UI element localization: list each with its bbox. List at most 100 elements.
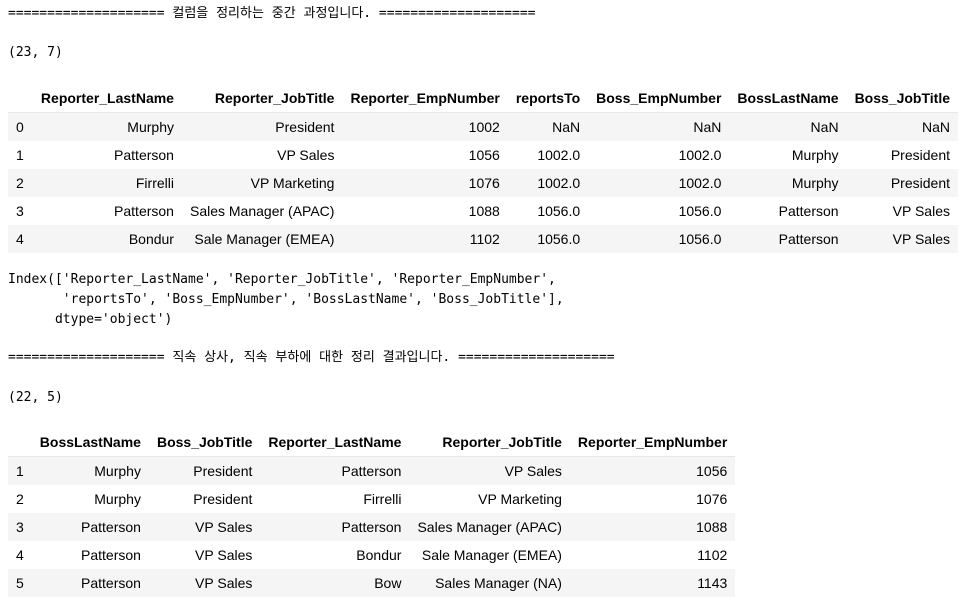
table-row: 4 Bondur Sale Manager (EMEA) 1102 1056.0… — [8, 225, 958, 253]
table-cell: Firrelli — [363, 491, 402, 507]
column-header: Reporter_EmpNumber — [569, 428, 736, 457]
table-cell: VP Sales — [892, 231, 950, 247]
table-cell: 1088 — [696, 519, 728, 535]
table-cell: 1056.0 — [537, 231, 581, 247]
table-cell: President — [193, 463, 253, 479]
table-row: 2 Firrelli VP Marketing 1076 1002.0 1002… — [8, 169, 958, 197]
table-cell: 1102 — [697, 547, 728, 563]
table-cell: NaN — [921, 119, 950, 135]
table-cell: 1002.0 — [537, 147, 581, 163]
table-cell: Bow — [374, 575, 402, 591]
index-repr-output: Index(['Reporter_LastName', 'Reporter_Jo… — [8, 272, 564, 327]
table-row: 1 Patterson VP Sales 1056 1002.0 1002.0 … — [8, 141, 958, 169]
table-cell: VP Marketing — [478, 491, 562, 507]
column-header: Reporter_JobTitle — [181, 84, 343, 113]
table-cell: Murphy — [94, 463, 141, 479]
row-index: 4 — [16, 231, 24, 247]
table-cell: 1002.0 — [678, 147, 722, 163]
table-cell: President — [275, 119, 335, 135]
column-header — [8, 428, 32, 457]
table-cell: President — [890, 147, 950, 163]
table-cell: VP Sales — [195, 519, 253, 535]
table-cell: Firrelli — [135, 175, 174, 191]
table-cell: Bondur — [356, 547, 402, 563]
table-cell: Patterson — [341, 463, 402, 479]
table-header-row: BossLastName Boss_JobTitle Reporter_Last… — [8, 428, 736, 457]
table-cell: 1143 — [697, 575, 728, 591]
table-row: 5 Patterson VP Sales Bow Sales Manager (… — [8, 569, 736, 597]
separator-line-2: ==================== 직속 상사, 직속 부하에 대한 정리… — [8, 350, 615, 365]
dataframe-table-2: BossLastName Boss_JobTitle Reporter_Last… — [8, 428, 736, 597]
table-cell: NaN — [810, 119, 839, 135]
table-cell: 1076 — [468, 175, 500, 191]
table-cell: Sale Manager (EMEA) — [194, 231, 335, 247]
column-header: BossLastName — [31, 428, 149, 457]
table-cell: Bondur — [128, 231, 174, 247]
row-index: 0 — [16, 119, 24, 135]
table-cell: Sales Manager (NA) — [435, 575, 562, 591]
table-cell: 1056 — [468, 147, 500, 163]
table-header-row: Reporter_LastName Reporter_JobTitle Repo… — [8, 84, 958, 113]
column-header: Reporter_LastName — [32, 84, 182, 113]
table-row: 4 Patterson VP Sales Bondur Sale Manager… — [8, 541, 736, 569]
row-index: 3 — [16, 519, 24, 535]
table-row: 3 Patterson Sales Manager (APAC) 1088 10… — [8, 197, 958, 225]
table-row: 3 Patterson VP Sales Patterson Sales Man… — [8, 513, 736, 541]
table-cell: 1002 — [468, 119, 500, 135]
table-cell: Patterson — [114, 147, 174, 163]
table-cell: NaN — [552, 119, 581, 135]
column-header: Reporter_EmpNumber — [342, 84, 508, 113]
column-header: Boss_JobTitle — [846, 84, 958, 113]
table-cell: NaN — [693, 119, 722, 135]
column-header: Reporter_LastName — [260, 428, 410, 457]
table-cell: 1076 — [696, 491, 728, 507]
table-cell: 1102 — [469, 231, 500, 247]
row-index: 1 — [16, 147, 24, 163]
table-cell: 1002.0 — [537, 175, 581, 191]
shape-output-2: (22, 5) — [8, 390, 63, 405]
table-cell: President — [890, 175, 950, 191]
column-header — [8, 84, 33, 113]
row-index: 2 — [16, 491, 24, 507]
table-cell: Patterson — [81, 547, 141, 563]
column-header: Boss_EmpNumber — [588, 84, 730, 113]
separator-line-1: ==================== 컬럼을 정리하는 중간 과정입니다. … — [8, 6, 536, 21]
table-cell: VP Marketing — [250, 175, 335, 191]
table-cell: VP Sales — [195, 575, 253, 591]
table-cell: VP Sales — [504, 463, 562, 479]
table-cell: Patterson — [341, 519, 402, 535]
row-index: 4 — [16, 547, 24, 563]
table-cell: Murphy — [791, 147, 839, 163]
table-cell: Murphy — [791, 175, 839, 191]
table-cell: Sales Manager (APAC) — [189, 203, 335, 219]
table-cell: Murphy — [127, 119, 174, 135]
shape-output-1: (23, 7) — [8, 45, 63, 60]
table-row: 2 Murphy President Firrelli VP Marketing… — [8, 485, 736, 513]
row-index: 3 — [16, 203, 24, 219]
dataframe-table-1: Reporter_LastName Reporter_JobTitle Repo… — [8, 84, 958, 253]
table-cell: Patterson — [778, 231, 839, 247]
row-index: 2 — [16, 175, 24, 191]
column-header: BossLastName — [729, 84, 847, 113]
table-cell: Patterson — [81, 519, 141, 535]
table-cell: VP Sales — [892, 203, 950, 219]
table-cell: President — [193, 491, 253, 507]
table-row: 1 Murphy President Patterson VP Sales 10… — [8, 456, 736, 485]
table-cell: Patterson — [778, 203, 839, 219]
table-cell: 1056 — [696, 463, 728, 479]
table-cell: Sales Manager (APAC) — [417, 519, 562, 535]
table-cell: Patterson — [81, 575, 141, 591]
row-index: 5 — [16, 575, 24, 591]
column-header: reportsTo — [507, 84, 589, 113]
column-header: Boss_JobTitle — [148, 428, 261, 457]
table-cell: VP Sales — [195, 547, 253, 563]
table-cell: Sale Manager (EMEA) — [421, 547, 562, 563]
table-cell: 1056.0 — [678, 231, 722, 247]
table-cell: Patterson — [114, 203, 174, 219]
table-cell: 1002.0 — [678, 175, 722, 191]
table-row: 0 Murphy President 1002 NaN NaN NaN NaN — [8, 112, 958, 141]
table-cell: Murphy — [94, 491, 141, 507]
row-index: 1 — [16, 463, 24, 479]
table-cell: 1088 — [468, 203, 500, 219]
table-cell: 1056.0 — [537, 203, 581, 219]
